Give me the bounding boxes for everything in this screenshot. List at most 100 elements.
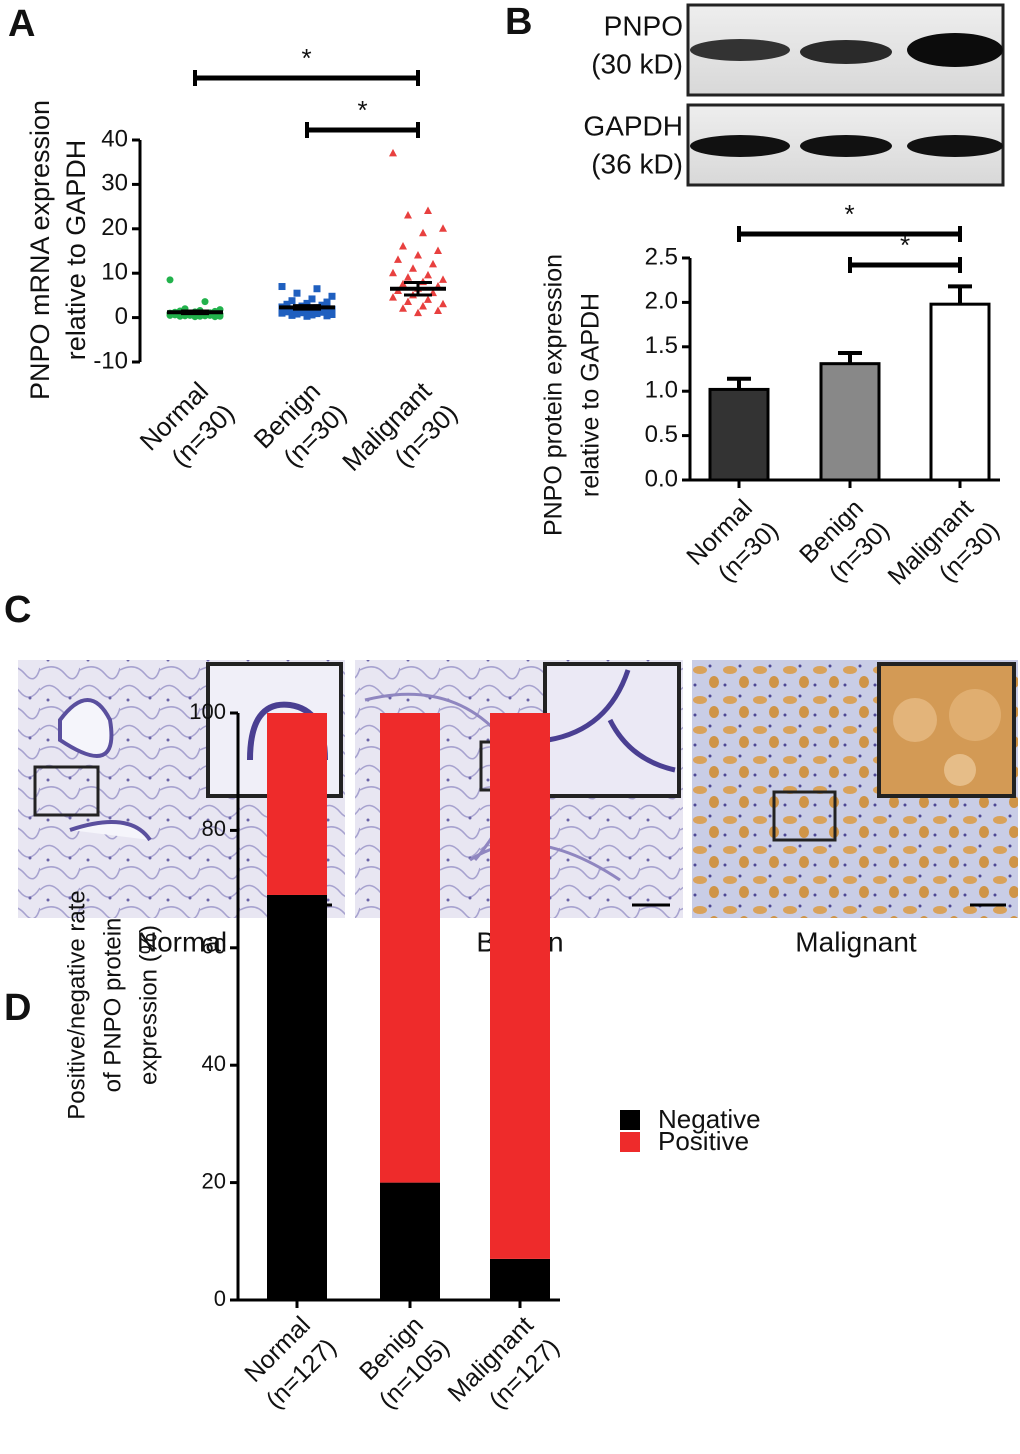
data-point xyxy=(414,308,422,317)
data-point xyxy=(424,270,432,279)
data-point xyxy=(389,268,397,277)
data-point xyxy=(323,307,331,315)
data-point xyxy=(389,293,397,301)
data-point xyxy=(313,285,321,293)
error-bar xyxy=(948,284,972,305)
y-tick-label: 1.0 xyxy=(645,377,678,404)
error-bar xyxy=(727,376,751,390)
data-point xyxy=(439,275,447,283)
image-caption: Malignant xyxy=(795,926,917,957)
data-point xyxy=(283,308,291,316)
y-axis-label: Positive/negative rate xyxy=(63,890,90,1119)
y-axis-label: relative to GAPDH xyxy=(61,140,91,361)
y-tick-label: 40 xyxy=(202,1051,226,1076)
data-point xyxy=(211,313,219,321)
y-tick-label: 0.5 xyxy=(645,421,678,448)
data-point xyxy=(404,273,412,281)
data-point xyxy=(394,255,402,263)
y-tick-label: 0.0 xyxy=(645,465,678,492)
data-point xyxy=(303,299,311,307)
y-tick-label: 20 xyxy=(101,214,128,241)
bar-segment xyxy=(490,1258,550,1300)
legend-swatch xyxy=(620,1132,640,1152)
data-point xyxy=(429,259,437,268)
data-point xyxy=(318,301,326,309)
data-point xyxy=(419,228,427,237)
data-point xyxy=(434,306,442,314)
data-point xyxy=(404,210,412,219)
significance-label: * xyxy=(357,95,367,125)
y-tick-label: 20 xyxy=(202,1168,226,1193)
panel-label: A xyxy=(8,3,35,45)
y-tick-label: 1.5 xyxy=(645,332,678,359)
data-point xyxy=(323,312,331,320)
y-tick-label: 0 xyxy=(214,1286,226,1311)
bar xyxy=(708,387,770,482)
data-point xyxy=(404,297,412,306)
bar-segment xyxy=(490,713,550,1259)
image-caption: Normal xyxy=(137,926,227,957)
y-axis-label: of PNPO protein xyxy=(99,918,126,1093)
blot-label: GAPDH xyxy=(583,110,683,141)
data-point xyxy=(409,264,417,272)
blot-label: PNPO xyxy=(604,10,683,41)
western-blot xyxy=(686,3,1005,187)
data-point xyxy=(216,312,224,320)
data-point xyxy=(288,306,296,314)
error-bar xyxy=(838,351,862,364)
y-tick-label: 10 xyxy=(101,259,128,286)
data-point xyxy=(434,246,442,254)
data-point xyxy=(288,311,296,319)
data-point xyxy=(278,309,286,317)
bar-segment xyxy=(380,1182,440,1300)
data-point xyxy=(288,297,296,305)
data-point xyxy=(419,302,427,310)
data-point xyxy=(424,206,432,215)
panel-label: C xyxy=(4,589,31,631)
significance-label: * xyxy=(844,199,854,229)
data-point xyxy=(328,310,336,318)
data-point xyxy=(201,298,209,306)
data-point xyxy=(323,298,331,306)
y-tick-label: 30 xyxy=(101,170,128,197)
data-point xyxy=(313,310,321,318)
error-bar xyxy=(293,304,321,311)
panel-label: B xyxy=(505,1,532,43)
significance-label: * xyxy=(900,230,910,260)
data-point xyxy=(303,312,311,320)
legend-label: Positive xyxy=(658,1126,749,1156)
blot-label: (36 kD) xyxy=(591,148,683,179)
data-point xyxy=(439,299,447,308)
panel-label: D xyxy=(4,987,31,1029)
y-tick-label: 40 xyxy=(101,125,128,152)
error-bar xyxy=(181,309,209,316)
data-point xyxy=(399,242,407,250)
y-tick-label: 2.5 xyxy=(645,243,678,270)
data-point xyxy=(283,300,291,308)
bar xyxy=(819,362,881,482)
legend-swatch xyxy=(620,1110,640,1130)
bar xyxy=(929,302,991,482)
data-point xyxy=(424,295,432,303)
data-point xyxy=(308,295,316,303)
blot-label: (30 kD) xyxy=(591,48,683,79)
data-point xyxy=(439,224,447,232)
y-axis-label: PNPO mRNA expression xyxy=(25,100,55,400)
data-point xyxy=(278,283,286,291)
y-tick-label: 80 xyxy=(202,816,226,841)
error-bar xyxy=(404,281,432,297)
y-tick-label: -10 xyxy=(93,347,128,374)
data-point xyxy=(318,308,326,316)
data-point xyxy=(303,307,311,315)
data-point xyxy=(293,289,301,297)
y-tick-label: 0 xyxy=(115,303,128,330)
data-point xyxy=(399,279,407,288)
data-point xyxy=(308,311,316,319)
data-point xyxy=(399,304,407,312)
y-tick-label: 2.0 xyxy=(645,288,678,315)
y-axis-label: PNPO protein expression xyxy=(540,254,568,536)
bar-segment xyxy=(267,894,327,1300)
data-point xyxy=(328,292,336,300)
